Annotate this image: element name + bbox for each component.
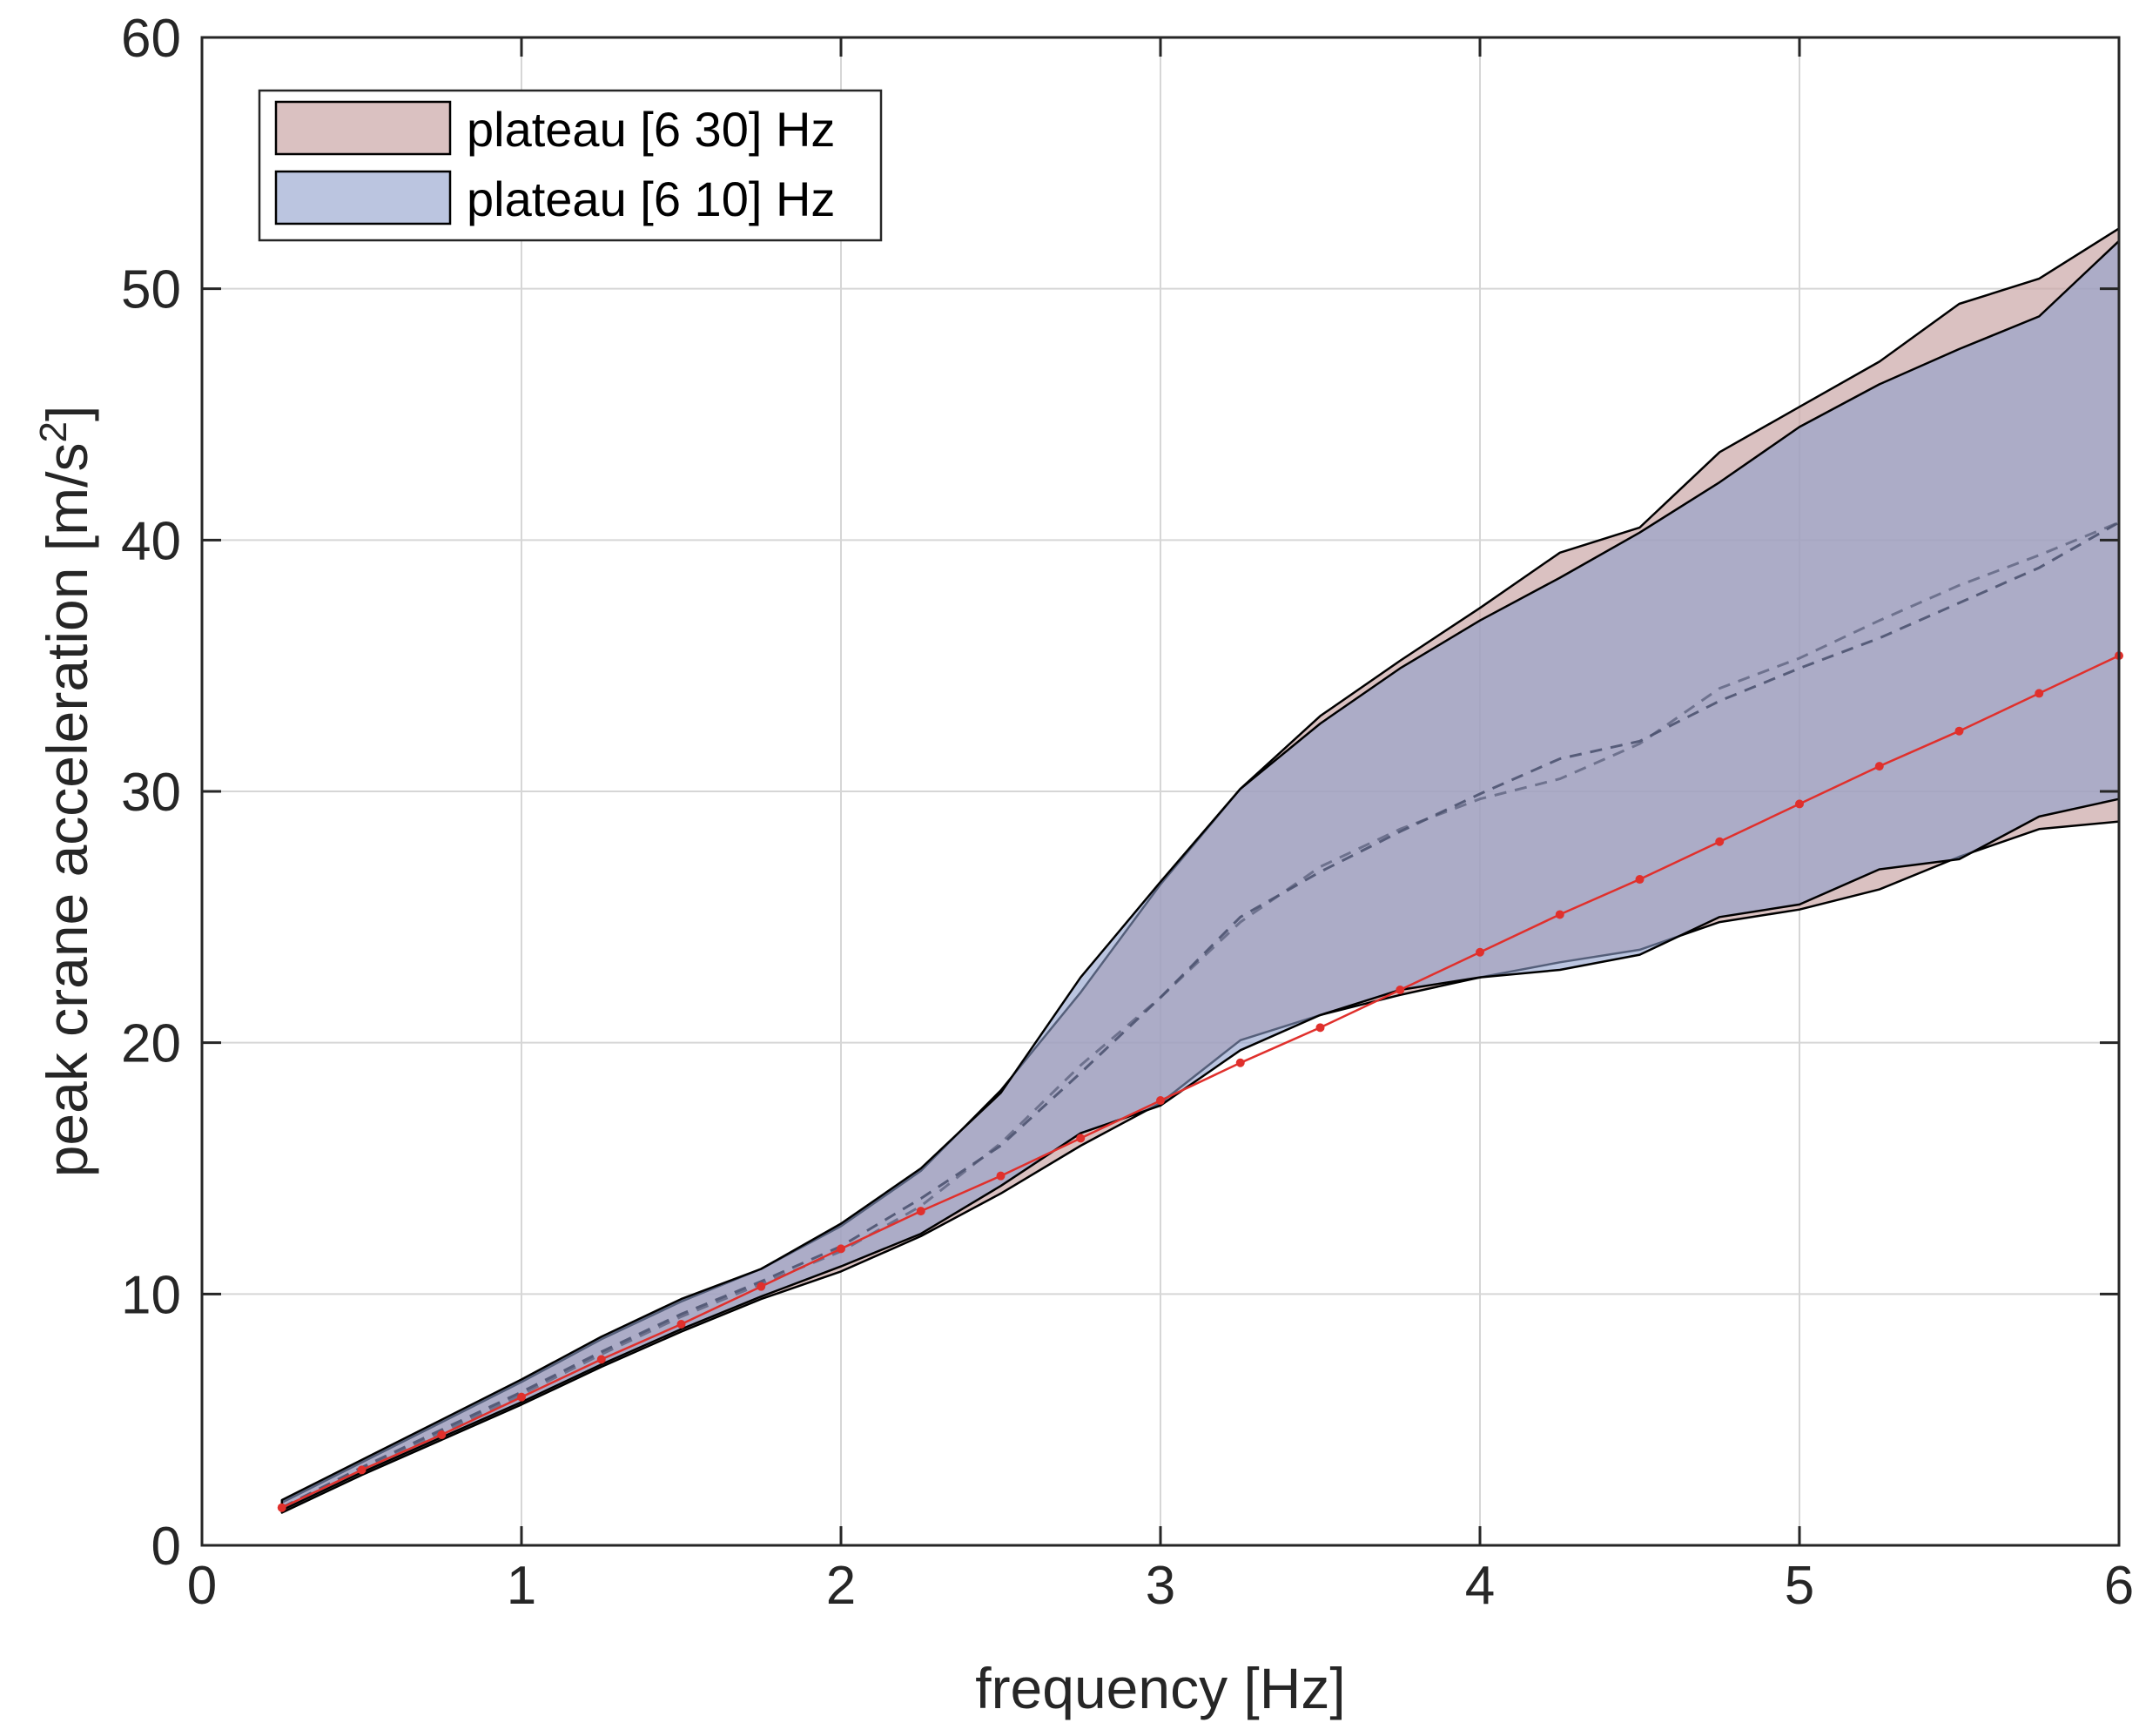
reference-point bbox=[757, 1282, 766, 1291]
reference-point bbox=[996, 1171, 1006, 1181]
ticks bbox=[200, 36, 2121, 1547]
legend: plateau [6 30] Hz plateau [6 10] Hz bbox=[258, 89, 883, 242]
reference-point bbox=[1954, 726, 1964, 736]
reference-point bbox=[1715, 837, 1725, 846]
reference-point bbox=[517, 1392, 526, 1402]
grid bbox=[202, 37, 2119, 1545]
reference-point bbox=[1795, 799, 1804, 809]
y-tick-label: 30 bbox=[121, 763, 181, 823]
y-axis-label: peak crane acceleration [m/s2] bbox=[32, 406, 99, 1178]
x-tick-label: 2 bbox=[826, 1556, 856, 1616]
x-tick-label: 0 bbox=[187, 1556, 217, 1616]
legend-swatch-plateau-6-10 bbox=[274, 170, 452, 225]
legend-swatch-plateau-6-30 bbox=[274, 100, 452, 156]
mean-line-band-plateau-6-10 bbox=[281, 521, 2120, 1510]
x-tick-label: 5 bbox=[1785, 1556, 1814, 1616]
reference-point bbox=[1635, 875, 1645, 885]
legend-label-plateau-6-10: plateau [6 10] Hz bbox=[467, 172, 835, 226]
reference-point bbox=[676, 1319, 686, 1329]
y-axis-label-close: ] bbox=[35, 406, 99, 421]
x-tick-label: 6 bbox=[2104, 1556, 2134, 1616]
reference-point bbox=[437, 1430, 447, 1439]
reference-point bbox=[1555, 910, 1564, 919]
y-tick-label: 60 bbox=[121, 9, 181, 69]
mean-line-band-plateau-6-30 bbox=[281, 521, 2120, 1510]
reference-point bbox=[277, 1503, 286, 1512]
y-tick-label: 50 bbox=[121, 260, 181, 320]
y-tick-label: 0 bbox=[151, 1517, 181, 1577]
y-tick-label: 10 bbox=[121, 1265, 181, 1325]
x-tick-label: 4 bbox=[1465, 1556, 1495, 1616]
reference-point bbox=[1396, 986, 1405, 995]
y-tick-label: 40 bbox=[121, 511, 181, 571]
reference-point bbox=[837, 1244, 845, 1254]
reference-point bbox=[357, 1465, 367, 1475]
reference-point bbox=[916, 1207, 925, 1216]
lines bbox=[277, 521, 2123, 1512]
reference-point bbox=[1156, 1096, 1165, 1106]
legend-label-plateau-6-30: plateau [6 30] Hz bbox=[467, 102, 835, 157]
y-tick-label: 20 bbox=[121, 1014, 181, 1074]
reference-point bbox=[1315, 1023, 1325, 1033]
x-tick-label: 3 bbox=[1146, 1556, 1175, 1616]
reference-point bbox=[596, 1355, 606, 1364]
x-axis-label: frequency [Hz] bbox=[975, 1656, 1346, 1720]
reference-point bbox=[1476, 947, 1484, 957]
y-axis-label-superscript: 2 bbox=[32, 421, 75, 442]
reference-line bbox=[281, 654, 2120, 1509]
x-tick-label: 1 bbox=[507, 1556, 536, 1616]
reference-point bbox=[1874, 762, 1884, 771]
reference-point bbox=[2035, 689, 2044, 698]
reference-point bbox=[1235, 1058, 1245, 1067]
y-axis-label-main: peak crane acceleration [m/s bbox=[35, 443, 99, 1178]
reference-point bbox=[1076, 1134, 1086, 1143]
